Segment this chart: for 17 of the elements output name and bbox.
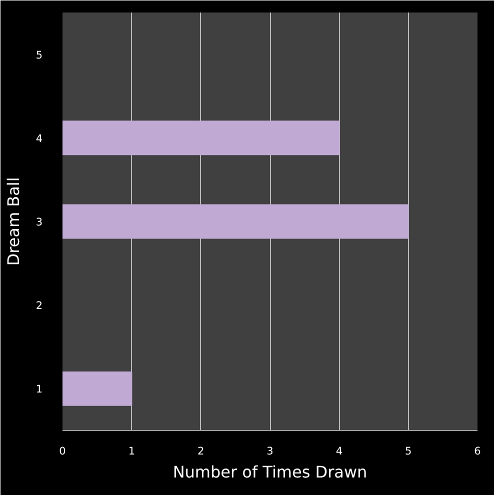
- y-tick-label: 3: [36, 216, 43, 228]
- y-tick-label: 5: [36, 49, 43, 62]
- x-tick-label: 5: [404, 446, 412, 458]
- x-tick-label: 3: [266, 446, 274, 458]
- bar: [62, 120, 340, 156]
- y-axis-title: Dream Ball: [4, 177, 23, 266]
- bar: [62, 204, 409, 239]
- x-tick-label: 4: [336, 446, 343, 458]
- bar: [62, 371, 132, 406]
- x-tick-label: 2: [197, 446, 204, 458]
- y-tick-label: 1: [36, 384, 43, 396]
- x-tick-label: 0: [59, 446, 66, 458]
- y-tick-label: 4: [36, 132, 43, 145]
- x-axis-title: Number of Times Drawn: [172, 462, 368, 482]
- x-tick-label: 1: [128, 446, 136, 458]
- x-tick-label: 6: [474, 446, 482, 458]
- y-tick-label: 2: [36, 300, 43, 312]
